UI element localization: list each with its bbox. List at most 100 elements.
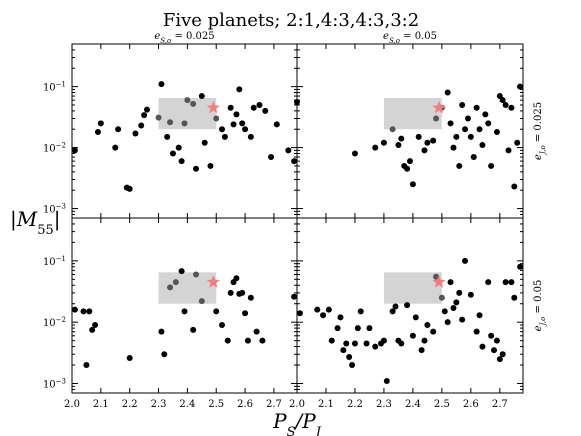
data-point bbox=[380, 337, 387, 344]
data-point bbox=[430, 328, 437, 335]
data-point bbox=[479, 343, 486, 350]
data-point bbox=[178, 158, 185, 165]
data-point bbox=[239, 120, 246, 127]
data-point bbox=[227, 289, 234, 296]
data-point bbox=[444, 89, 451, 96]
data-point bbox=[213, 308, 220, 315]
data-point bbox=[493, 337, 500, 344]
panel-frame bbox=[296, 43, 524, 219]
data-point bbox=[447, 120, 454, 127]
data-point bbox=[389, 308, 396, 315]
x-tick-label: 2.2 bbox=[122, 399, 138, 410]
data-point bbox=[213, 115, 220, 122]
data-point bbox=[242, 126, 249, 133]
data-point bbox=[476, 312, 483, 319]
data-point bbox=[337, 314, 344, 321]
data-point bbox=[86, 308, 93, 315]
data-point bbox=[325, 306, 332, 313]
data-point bbox=[167, 119, 174, 126]
data-point bbox=[349, 362, 356, 369]
y-tick-label: 10−3 bbox=[43, 203, 66, 216]
data-point bbox=[441, 308, 448, 315]
data-point bbox=[184, 97, 191, 104]
data-point bbox=[141, 112, 148, 119]
data-point bbox=[499, 351, 506, 358]
highlight-box bbox=[383, 272, 442, 304]
highlight-box bbox=[383, 98, 442, 130]
data-point bbox=[462, 126, 469, 133]
data-point bbox=[178, 268, 185, 275]
data-point bbox=[456, 162, 463, 169]
data-point bbox=[273, 121, 280, 128]
data-point bbox=[343, 340, 350, 347]
x-tick-label: 2.1 bbox=[93, 399, 109, 410]
data-point bbox=[112, 144, 119, 151]
data-point bbox=[415, 133, 422, 140]
x-tick-label: 2.4 bbox=[179, 399, 195, 410]
x-axis-label: PS/PJ bbox=[272, 409, 322, 436]
data-point bbox=[221, 133, 228, 140]
data-point bbox=[389, 126, 396, 133]
data-point bbox=[508, 104, 515, 111]
data-point bbox=[351, 340, 358, 347]
column-label: eS,o = 0.05 bbox=[383, 31, 437, 45]
data-point bbox=[201, 139, 208, 146]
star-marker bbox=[206, 100, 220, 114]
data-point bbox=[398, 340, 405, 347]
data-point bbox=[502, 101, 509, 108]
data-point bbox=[97, 120, 104, 127]
data-point bbox=[453, 299, 460, 306]
data-point bbox=[357, 308, 364, 315]
data-point bbox=[372, 144, 379, 151]
data-point bbox=[418, 347, 425, 354]
data-point bbox=[268, 154, 275, 161]
data-point bbox=[334, 325, 341, 332]
data-point bbox=[164, 133, 171, 140]
data-point bbox=[155, 114, 162, 121]
data-point bbox=[409, 181, 416, 188]
column-label: eS,o = 0.025 bbox=[154, 31, 214, 45]
data-point bbox=[219, 321, 225, 328]
data-point bbox=[126, 185, 133, 192]
data-point bbox=[80, 308, 87, 315]
data-point bbox=[198, 298, 205, 305]
data-point bbox=[126, 355, 133, 362]
data-point bbox=[505, 147, 512, 154]
data-point bbox=[233, 275, 240, 282]
data-point bbox=[291, 293, 298, 300]
row-label: eJ,o = 0.025 bbox=[533, 102, 547, 160]
data-point bbox=[227, 104, 234, 111]
row-label: eJ,o = 0.05 bbox=[533, 280, 547, 332]
data-point bbox=[242, 310, 249, 317]
data-point bbox=[404, 302, 411, 309]
data-point bbox=[71, 306, 78, 313]
x-tick-label: 2.7 bbox=[266, 399, 282, 410]
data-point bbox=[398, 135, 405, 142]
data-point bbox=[193, 165, 200, 172]
panel-top-left: 10−3 10−2 10−1 bbox=[43, 43, 300, 219]
data-point bbox=[395, 142, 402, 149]
data-point bbox=[444, 319, 451, 326]
data-point bbox=[380, 139, 387, 146]
data-point bbox=[250, 104, 257, 111]
data-point bbox=[459, 316, 466, 323]
data-point bbox=[285, 147, 292, 154]
data-point bbox=[467, 133, 474, 140]
chart-title: Five planets; 2:1,4:3,4:3,3:2 bbox=[163, 10, 419, 31]
data-point bbox=[508, 279, 515, 286]
data-point bbox=[464, 115, 471, 122]
data-point bbox=[430, 137, 437, 144]
data-point bbox=[94, 129, 101, 136]
data-point bbox=[409, 332, 416, 339]
data-point bbox=[453, 133, 460, 140]
data-point bbox=[158, 81, 165, 88]
x-tick-label: 2.4 bbox=[405, 399, 421, 410]
panel-bottom-left: 10−3 10−2 10−1 2.0 2.1 2.2 2.3 2.4 2.5 2.6 2.7 bbox=[43, 217, 298, 410]
x-tick-label: 2.3 bbox=[376, 399, 392, 410]
data-point bbox=[485, 279, 492, 286]
data-point bbox=[424, 139, 431, 146]
data-point bbox=[259, 337, 266, 344]
data-point bbox=[340, 347, 347, 354]
data-point bbox=[158, 328, 165, 335]
